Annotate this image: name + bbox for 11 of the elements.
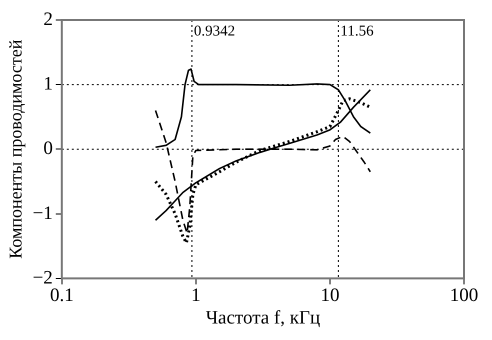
- x-axis-title: Частота f, кГц: [206, 308, 320, 329]
- x-tick-label: 100: [450, 284, 478, 306]
- y-tick-label: 1: [43, 74, 53, 95]
- y-tick-label: −1: [32, 202, 53, 224]
- x-tick-label: 1: [191, 284, 201, 306]
- y-axis-title: Компоненты проводимостей: [6, 39, 26, 259]
- y-tick-label: 0: [43, 138, 53, 160]
- ref-line-label: 11.56: [340, 23, 374, 40]
- y-tick-label: 2: [43, 8, 53, 30]
- ref-line-label: 0.9342: [194, 23, 236, 40]
- x-tick-label: 10: [320, 284, 340, 306]
